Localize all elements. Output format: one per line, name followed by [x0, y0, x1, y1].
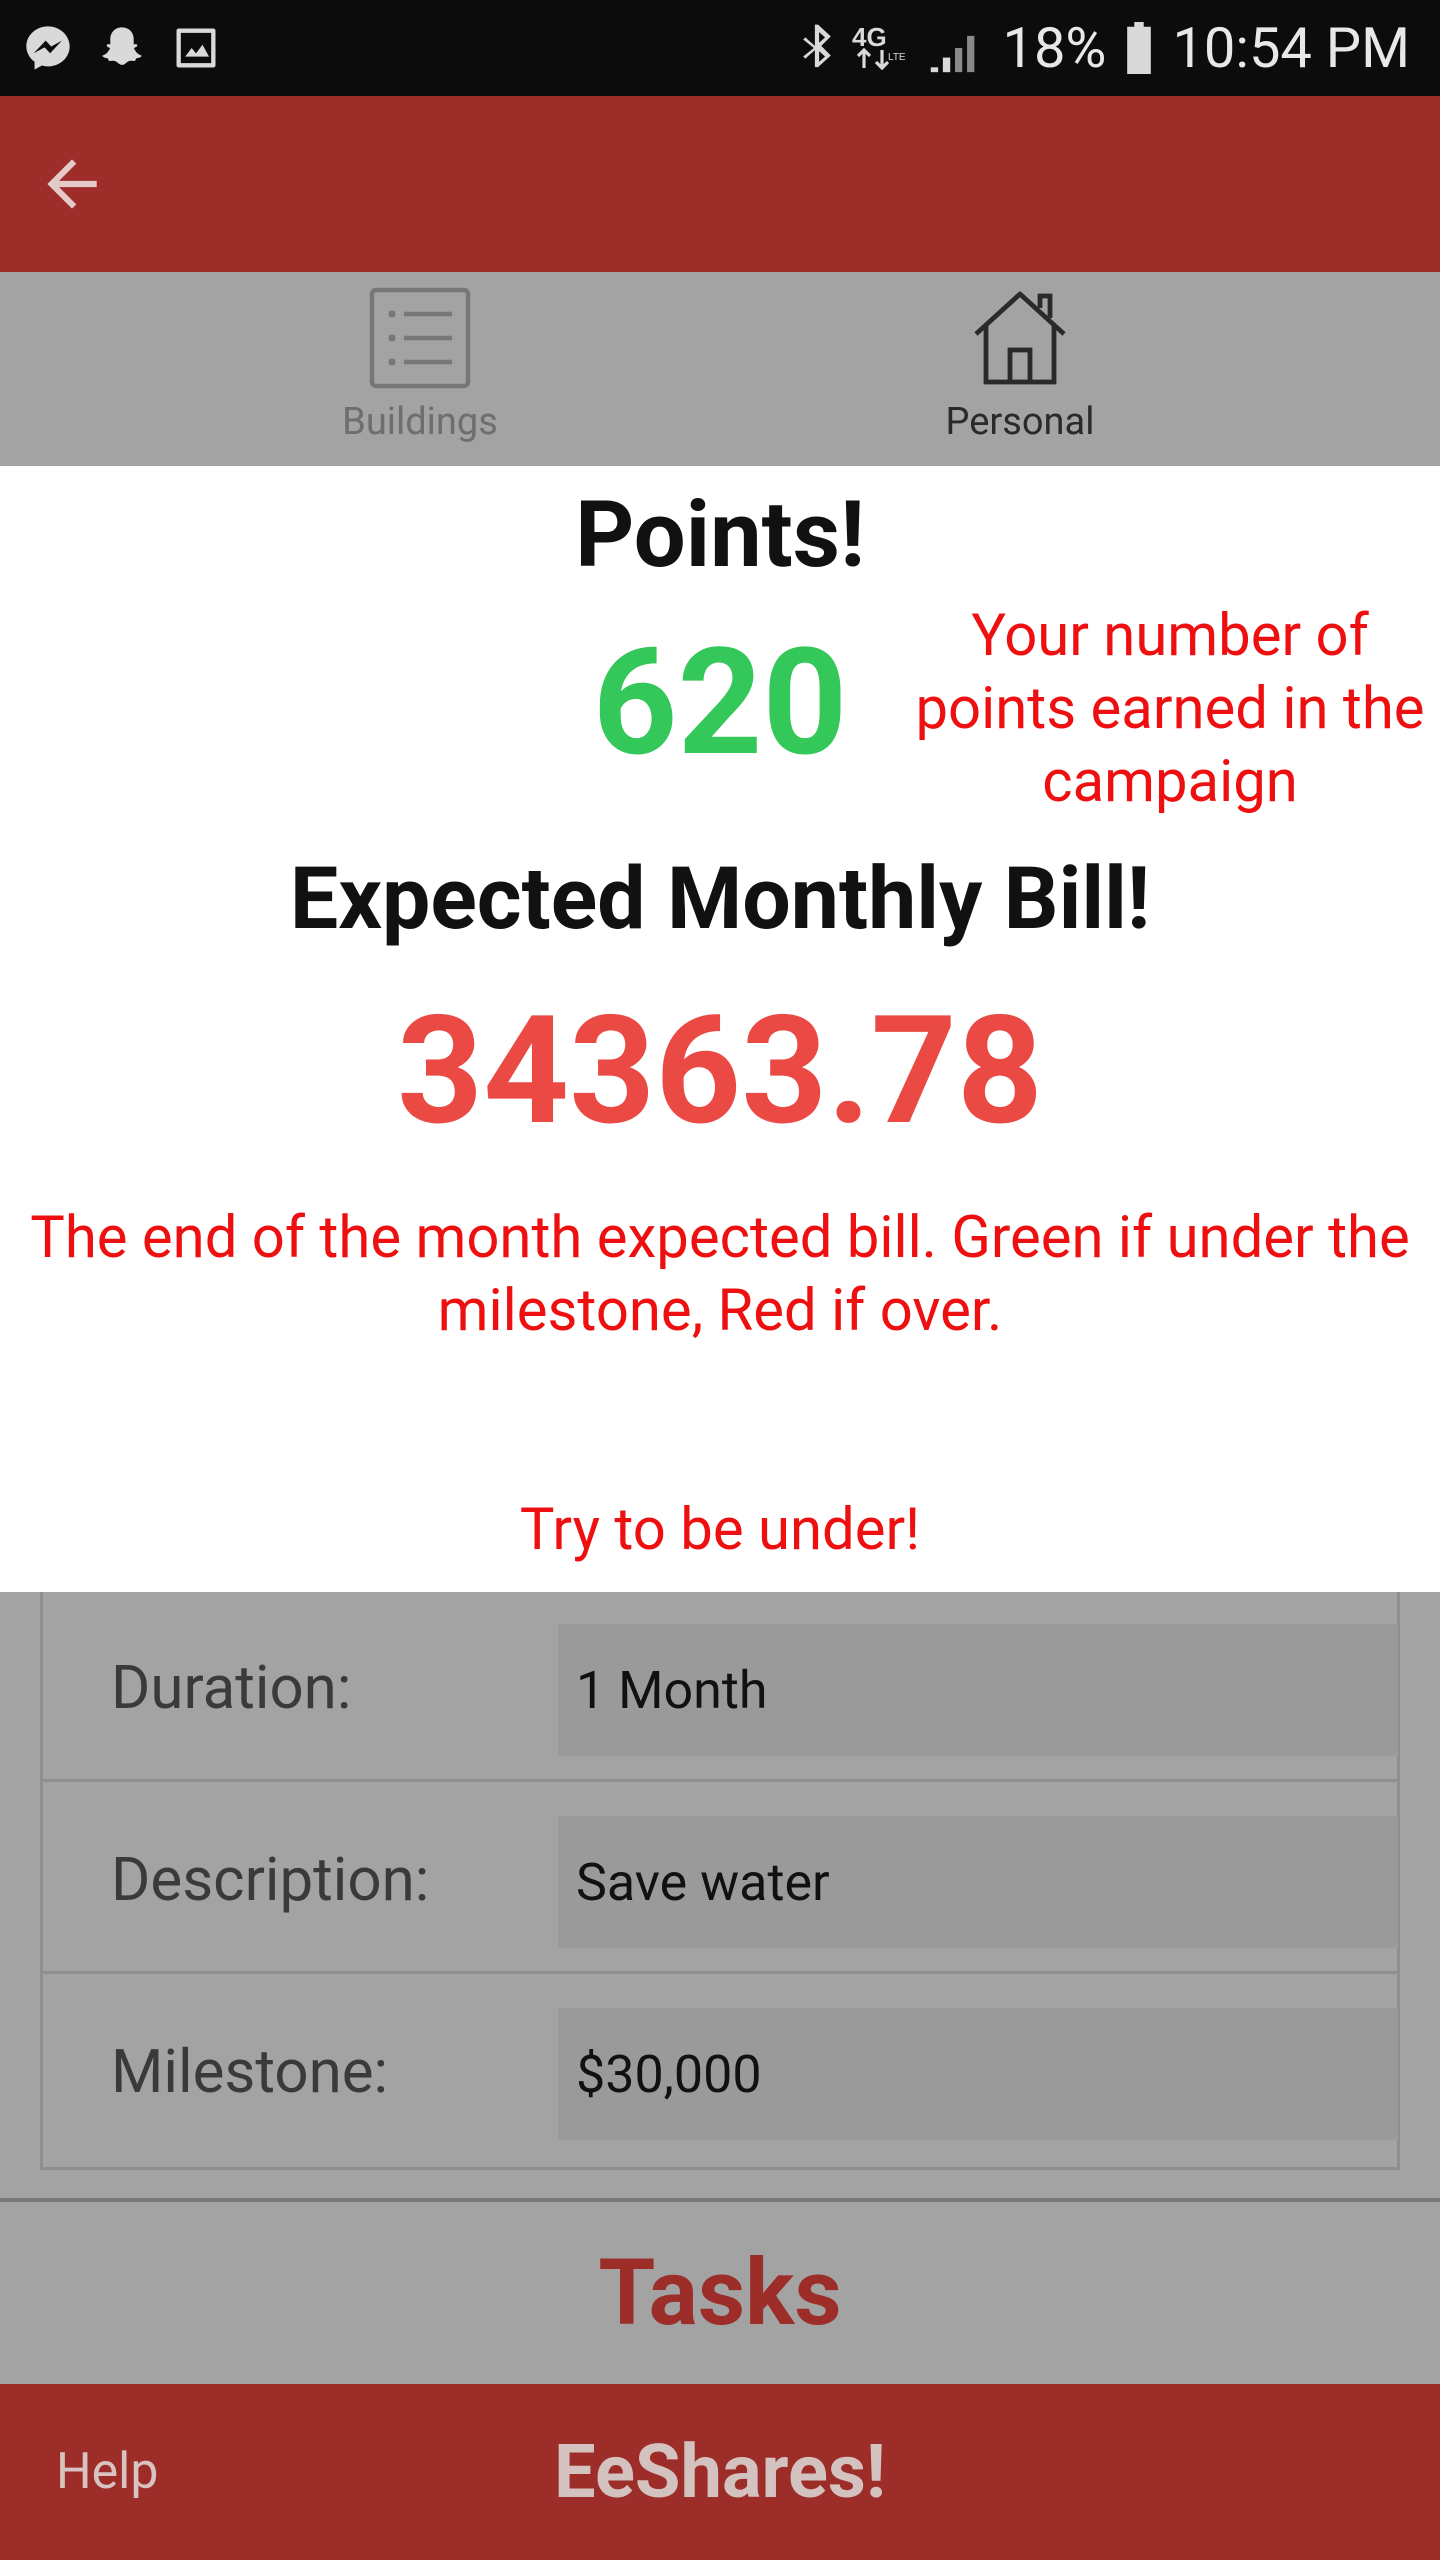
duration-label: Duration: [111, 1651, 352, 1723]
tab-bar: Buildings Personal [0, 272, 1440, 738]
messenger-icon [26, 26, 70, 70]
svg-text:4G: 4G [852, 22, 887, 52]
milestone-value: $30,000 [558, 2008, 1398, 2140]
milestone-label: Milestone: [111, 2035, 389, 2107]
signal-icon [931, 35, 975, 73]
description-label: Description: [111, 1843, 430, 1915]
table-row: Duration: 1 Month [43, 1592, 1398, 1782]
clock: 10:54 PM [1172, 15, 1410, 81]
bill-hint: The end of the month expected bill. Gree… [30, 1204, 1410, 1345]
app-bar [0, 96, 1440, 272]
snapchat-icon [102, 27, 142, 65]
brand-title: EeShares! [554, 2428, 886, 2516]
home-icon [974, 291, 1066, 385]
bill-cta: Try to be under! [519, 1496, 921, 1564]
description-value: Save water [558, 1816, 1398, 1948]
svg-text:LTE: LTE [888, 52, 906, 63]
back-button[interactable] [24, 136, 120, 232]
list-icon [369, 287, 471, 389]
battery-icon [1127, 22, 1152, 74]
duration-value: 1 Month [558, 1624, 1398, 1756]
divider [0, 2198, 1440, 2202]
table-row: Description: Save water [43, 1784, 1398, 1974]
bill-value: 34363.78 [397, 983, 1043, 1159]
tab-personal-label: Personal [945, 400, 1095, 444]
back-arrow-icon [47, 159, 97, 209]
tab-personal[interactable]: Personal [720, 272, 1320, 466]
table-row: Milestone: $30,000 [43, 1976, 1398, 2166]
points-title: Points! [575, 482, 865, 589]
tutorial-overlay[interactable]: Points! 620 Your number of points earned… [0, 466, 1440, 1592]
tab-buildings-label: Buildings [342, 400, 498, 444]
notification-icons [22, 0, 222, 96]
campaign-info-table: Duration: 1 Month Description: Save wate… [40, 1592, 1400, 2170]
tasks-heading[interactable]: Tasks [598, 2240, 842, 2347]
points-hint: Your number of points earned in the camp… [915, 602, 1425, 816]
points-value: 620 [592, 617, 848, 790]
tab-buildings[interactable]: Buildings [120, 272, 720, 466]
bill-title: Expected Monthly Bill! [289, 848, 1151, 949]
system-status: 4G LTE 18% 10:54 PM [800, 0, 1410, 96]
status-bar: 4G LTE 18% 10:54 PM [0, 0, 1440, 96]
help-button[interactable]: Help [56, 2443, 159, 2501]
bottom-bar: EeShares! Help [0, 2384, 1440, 2560]
bluetooth-icon [803, 24, 832, 68]
battery-percent: 18% [1002, 15, 1107, 81]
gallery-icon [176, 28, 216, 68]
